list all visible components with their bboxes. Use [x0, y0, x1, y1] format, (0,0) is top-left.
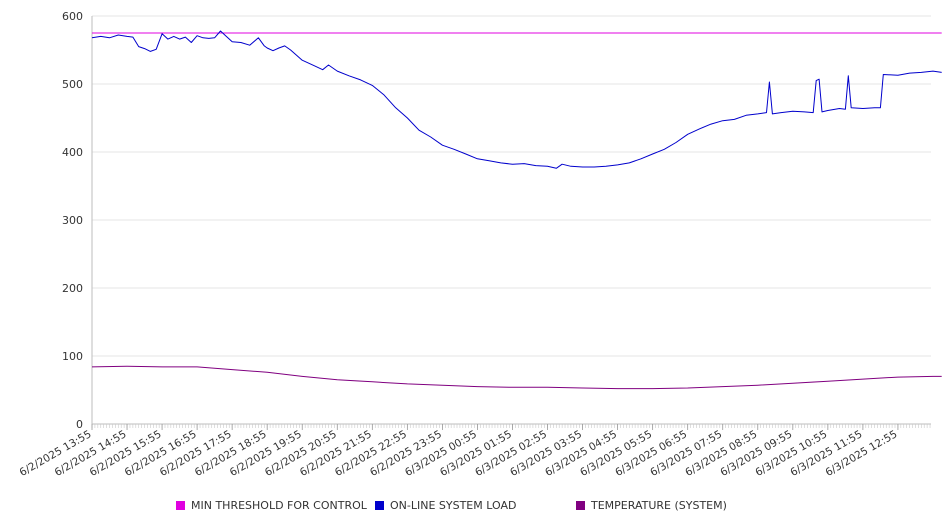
series-system-load-line: [91, 30, 942, 169]
legend-swatch-system-load: [375, 500, 384, 510]
y-tick-label-600: 600: [62, 10, 83, 23]
legend-item-system-load: ON-LINE SYSTEM LOAD: [375, 497, 516, 513]
y-tick-label-500: 500: [62, 78, 83, 91]
y-tick-label-400: 400: [62, 146, 83, 159]
series-temperature-line: [91, 365, 942, 390]
y-tick-label-200: 200: [62, 282, 83, 295]
legend-item-min-threshold: MIN THRESHOLD FOR CONTROL: [176, 497, 367, 513]
legend-label-min-threshold: MIN THRESHOLD FOR CONTROL: [191, 498, 367, 512]
legend-label-system-load: ON-LINE SYSTEM LOAD: [390, 498, 517, 512]
y-tick-label-100: 100: [62, 350, 83, 363]
y-tick-label-0: 0: [76, 418, 83, 431]
legend-swatch-temperature: [576, 500, 585, 510]
legend-item-temperature: TEMPERATURE (SYSTEM): [576, 497, 727, 513]
legend-swatch-min-threshold: [176, 500, 185, 510]
chart-legend: MIN THRESHOLD FOR CONTROL ON-LINE SYSTEM…: [0, 497, 946, 515]
y-tick-label-300: 300: [62, 214, 83, 227]
legend-label-temperature: TEMPERATURE (SYSTEM): [591, 498, 727, 512]
